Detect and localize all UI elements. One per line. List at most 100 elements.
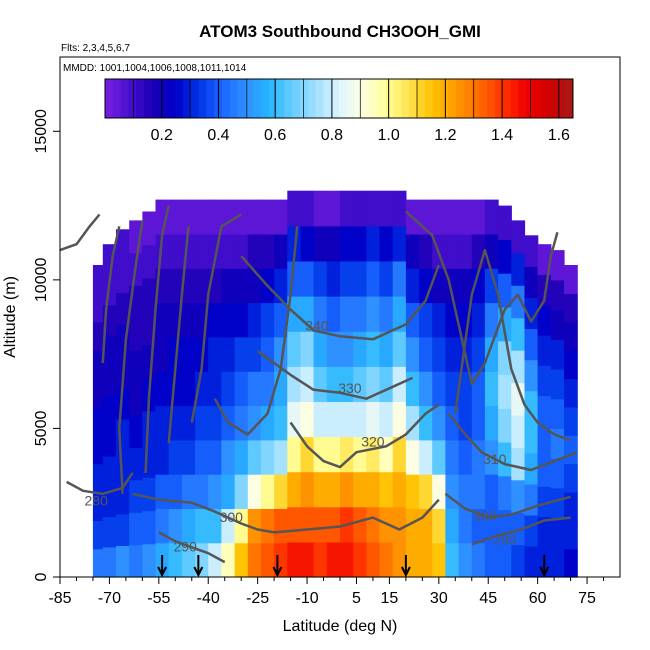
heat-cell (313, 366, 328, 402)
heat-cell (432, 508, 446, 544)
y-tick-label: 10000 (33, 258, 50, 303)
colorbar-segment (565, 79, 574, 118)
heat-cell (116, 545, 130, 578)
heat-cell (247, 268, 262, 304)
heat-cell (142, 543, 157, 578)
colorbar-segment (167, 79, 176, 118)
heat-cell (458, 199, 473, 235)
heat-cell (168, 439, 183, 475)
y-tick-label: 15000 (33, 109, 50, 154)
x-tick-label: 60 (529, 590, 547, 607)
heat-cell (221, 371, 236, 407)
heat-cell (537, 486, 552, 518)
heat-cell (326, 506, 341, 543)
contour-line (240, 255, 440, 341)
heat-cell (419, 233, 433, 269)
heat-cell (313, 260, 328, 297)
heat-cell (392, 401, 407, 438)
heat-cell (234, 199, 249, 235)
heat-cell (392, 190, 407, 227)
heat-cell (300, 331, 315, 367)
contour-line (167, 226, 190, 444)
heat-cell (155, 439, 170, 475)
heat-cell (260, 405, 275, 441)
heat-cell (300, 506, 315, 543)
heat-cell (405, 336, 420, 372)
heat-cell (366, 225, 381, 262)
heat-cell (564, 350, 578, 380)
heat-cell (484, 405, 499, 441)
contour-line (59, 213, 101, 252)
heat-cell (550, 279, 565, 311)
heat-cell (340, 541, 354, 578)
flight-arrow (272, 555, 283, 578)
heat-cell (247, 336, 262, 372)
heat-cell (168, 233, 183, 269)
x-tick-label: -70 (98, 590, 121, 607)
colorbar-segment (354, 79, 363, 118)
x-tick-label: -55 (147, 590, 170, 607)
heat-cell (379, 225, 394, 262)
heat-cell (471, 336, 486, 372)
heat-cell (353, 190, 367, 227)
heat-cell (287, 401, 302, 438)
heat-cell (221, 336, 236, 372)
heat-cell (234, 302, 249, 338)
heat-cell (221, 439, 236, 475)
flight-arrow (400, 555, 411, 578)
x-tick-label: 30 (430, 590, 448, 607)
heat-cell (208, 542, 222, 578)
heat-cell (550, 339, 565, 370)
heat-cell (537, 395, 552, 427)
heat-cell (287, 331, 302, 367)
heat-cell (524, 359, 539, 392)
colorbar-segment (479, 79, 488, 118)
heat-cell (260, 508, 275, 544)
heat-cell (524, 297, 539, 330)
heat-cell (524, 545, 539, 578)
heat-cell (511, 414, 526, 448)
heat-cell (564, 548, 578, 578)
contour-label: 290 (493, 531, 517, 547)
heat-cell (340, 296, 354, 332)
colorbar-segment (222, 79, 231, 118)
heat-cell (498, 475, 512, 511)
heat-cell (379, 541, 394, 578)
heat-cell (537, 456, 552, 487)
heat-cell (155, 405, 170, 441)
heat-cell (379, 331, 394, 367)
contour-line (101, 226, 121, 364)
x-tick-label: 5 (352, 590, 361, 607)
heat-cell (102, 365, 117, 397)
colorbar-segment (370, 79, 379, 118)
heat-cell (155, 474, 170, 509)
heat-cell (234, 268, 249, 304)
heat-cell (247, 199, 262, 235)
heat-cell (300, 225, 315, 262)
colorbar-tick-label: 0.8 (321, 127, 343, 144)
heat-cell (116, 482, 130, 515)
heat-cell (432, 542, 446, 578)
heat-cell (326, 225, 341, 262)
contour-line (471, 516, 571, 546)
colorbar-segment (463, 79, 473, 118)
heat-cell (445, 371, 460, 407)
heat-cell (260, 233, 275, 269)
heat-cell (471, 542, 486, 578)
heat-cell (181, 508, 196, 544)
heat-cell (484, 233, 499, 269)
heat-cell (353, 296, 367, 332)
heat-cell (129, 512, 143, 546)
heat-cell (353, 506, 367, 543)
heat-cell (195, 508, 209, 544)
heat-cell (432, 199, 446, 235)
heat-cell (484, 199, 499, 235)
heat-cell (392, 260, 407, 297)
heat-cell (260, 542, 275, 578)
heat-cell (353, 331, 367, 367)
heat-cell (181, 371, 196, 407)
colorbar: 0.2 0.4 0.6 0.8 1.0 1.2 1.4 1.6 (104, 78, 574, 144)
heat-cell (181, 199, 196, 235)
heat-cell (274, 268, 288, 304)
colorbar-segment (198, 79, 207, 118)
